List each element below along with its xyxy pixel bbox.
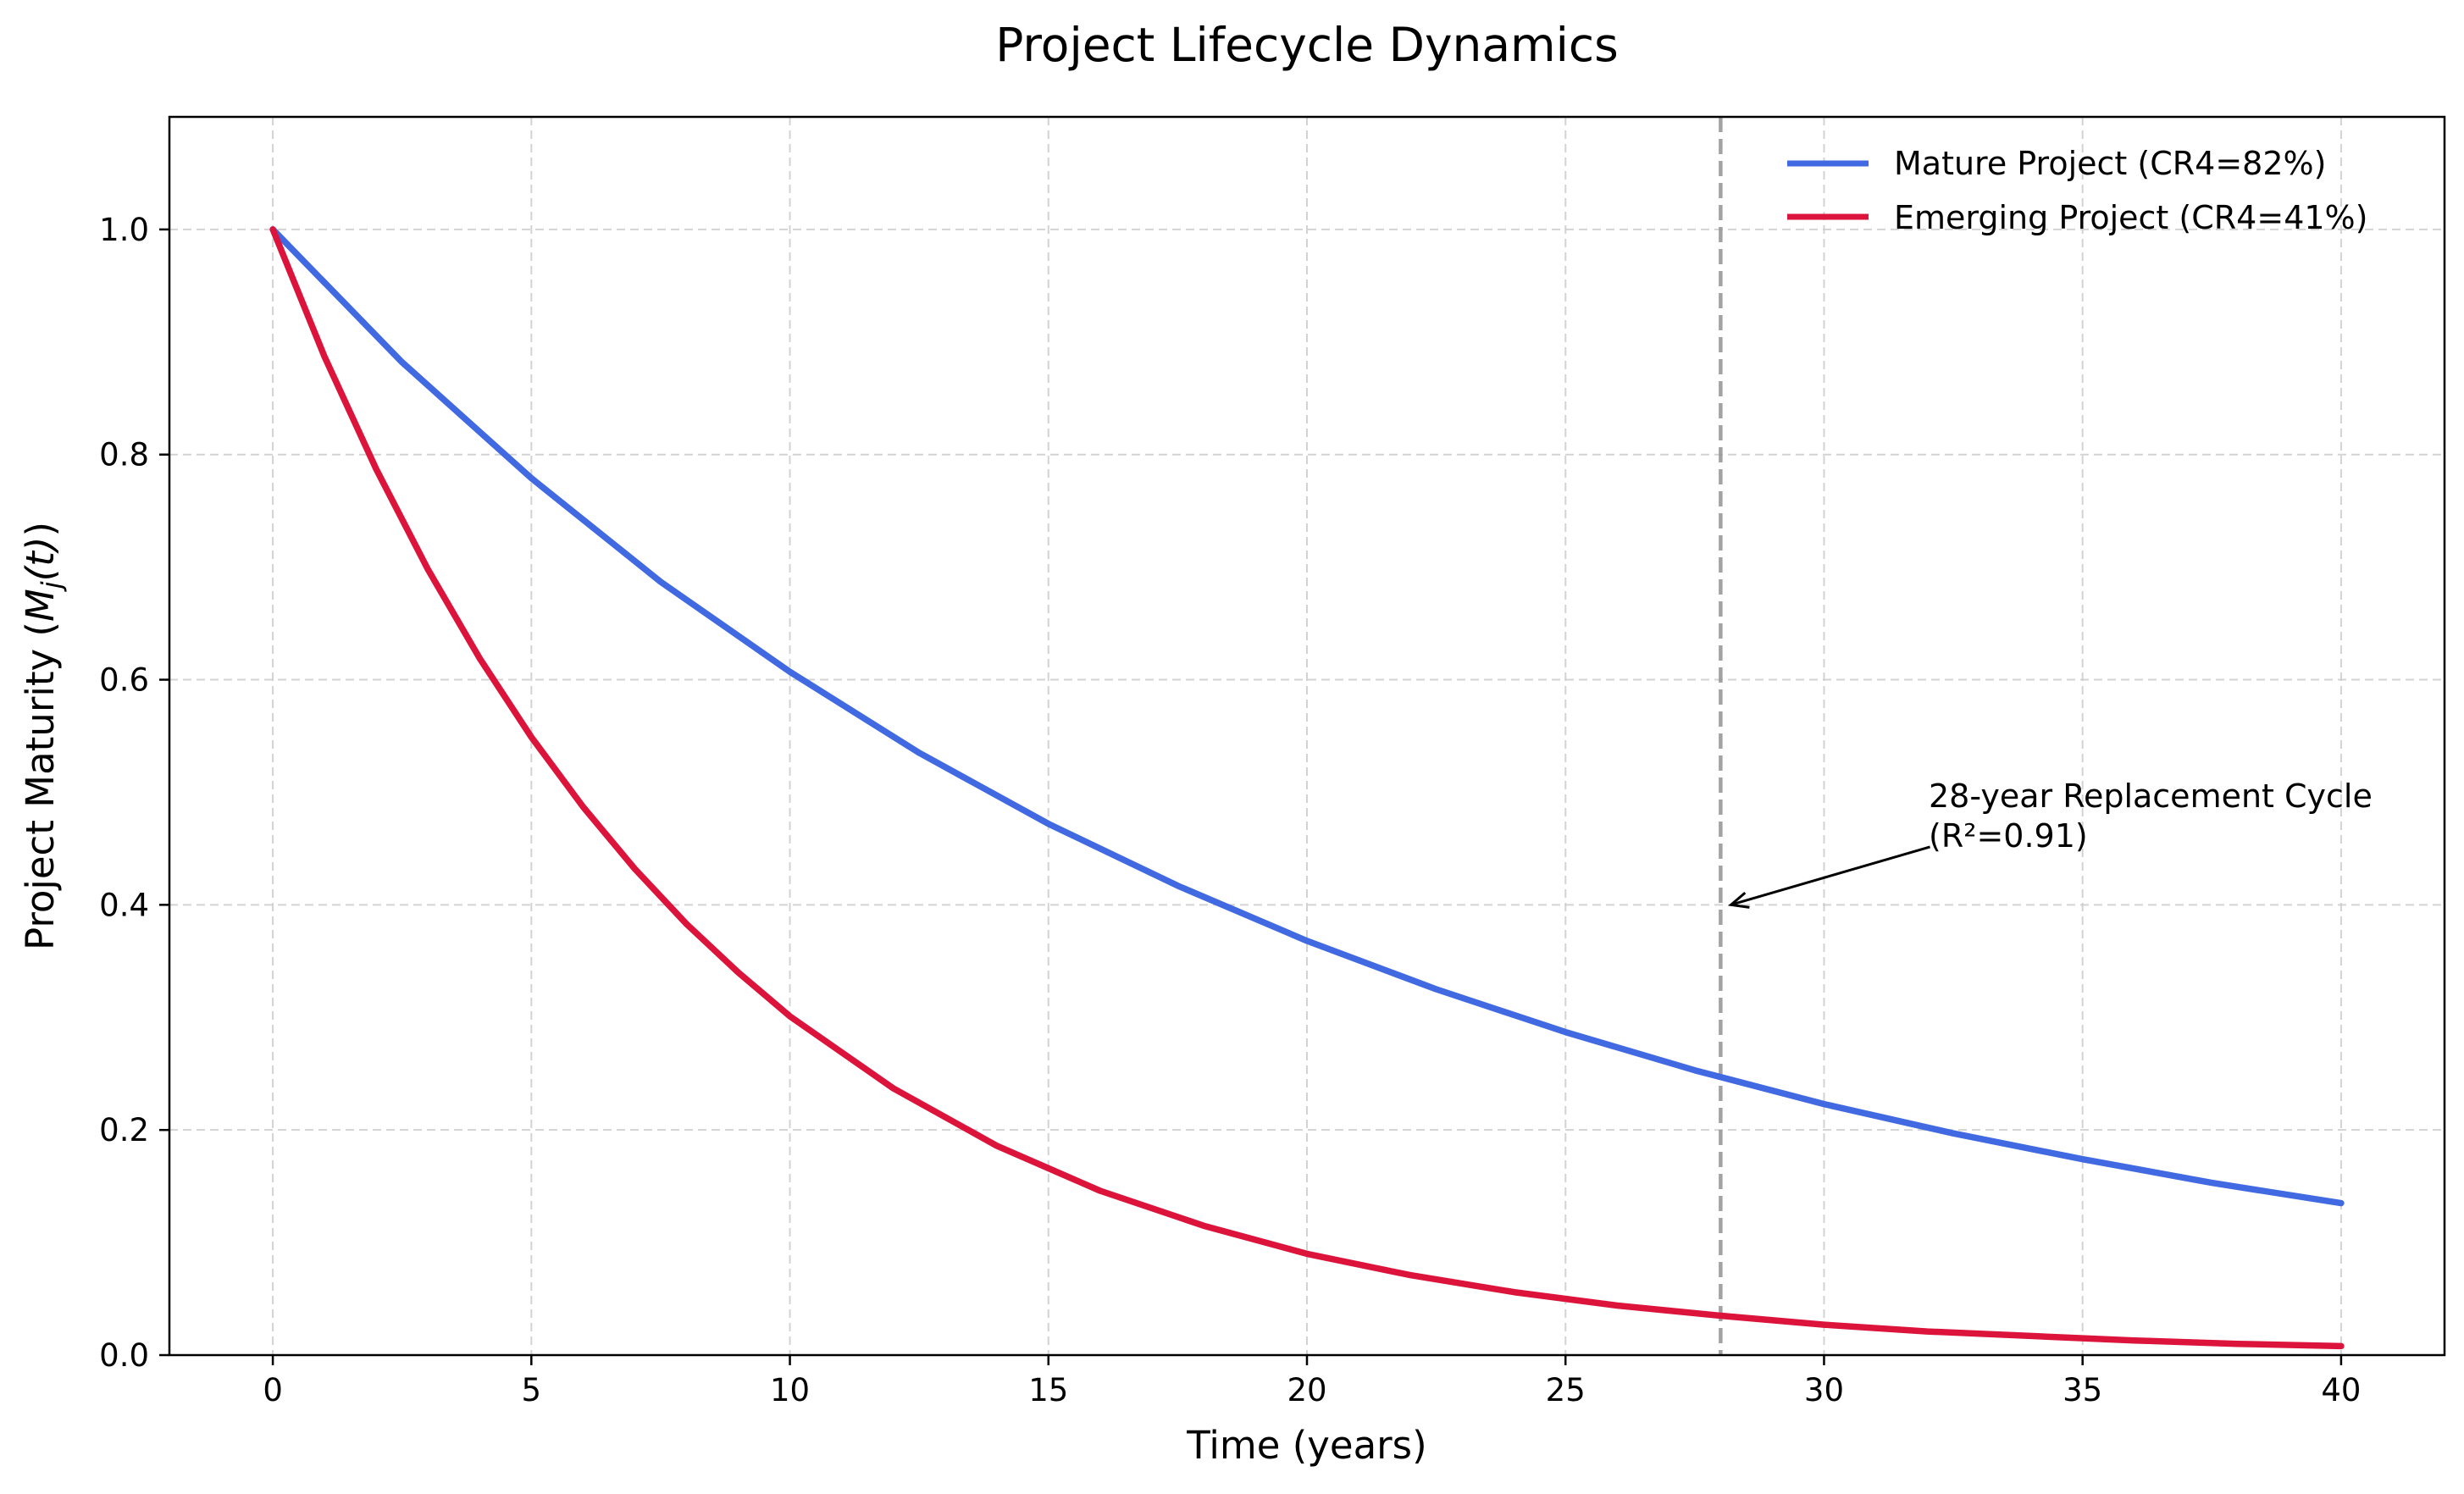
- y-axis-ticks: 0.0 0.2 0.4 0.6 0.8 1.0: [99, 212, 169, 1374]
- y-tick-label: 0.8: [99, 437, 149, 473]
- y-axis-label-math-sub: j: [36, 581, 68, 592]
- y-axis-label-math-main: M: [18, 589, 63, 622]
- y-axis-label-suffix: ): [18, 522, 63, 537]
- annotation-arrow-head: [1728, 891, 1750, 909]
- y-tick-label: 1.0: [99, 212, 149, 248]
- chart-title: Project Lifecycle Dynamics: [995, 18, 1619, 72]
- x-tick-label: 10: [770, 1372, 810, 1408]
- y-axis-label-math-rest: (t): [18, 537, 63, 582]
- grid-lines: [169, 117, 2445, 1356]
- annotation-line-1: 28-year Replacement Cycle: [1929, 777, 2373, 815]
- x-tick-label: 40: [2321, 1372, 2361, 1408]
- y-axis-label-prefix: Project Maturity (: [18, 622, 63, 950]
- annotation: 28-year Replacement Cycle (R²=0.91): [1728, 777, 2373, 909]
- series-group: [269, 226, 2345, 1350]
- x-tick-label: 5: [522, 1372, 542, 1408]
- x-tick-label: 20: [1287, 1372, 1326, 1408]
- x-axis-ticks: 0 5 10 15 20 25 30 35 40: [263, 1355, 2361, 1408]
- legend-label-mature: Mature Project (CR4=82%): [1894, 145, 2326, 182]
- x-tick-label: 15: [1028, 1372, 1068, 1408]
- legend: Mature Project (CR4=82%) Emerging Projec…: [1787, 145, 2367, 236]
- y-tick-label: 0.2: [99, 1112, 149, 1148]
- y-tick-label: 0.6: [99, 662, 149, 699]
- series-line-emerging: [269, 226, 2345, 1350]
- x-axis-label: Time (years): [1186, 1423, 1426, 1468]
- series-line-mature: [269, 226, 2345, 1207]
- annotation-line-2: (R²=0.91): [1929, 817, 2088, 855]
- x-tick-label: 25: [1546, 1372, 1586, 1408]
- y-tick-label: 0.4: [99, 887, 149, 923]
- legend-label-emerging: Emerging Project (CR4=41%): [1894, 199, 2367, 236]
- annotation-arrow-shaft: [1730, 845, 1930, 906]
- x-tick-label: 30: [1804, 1372, 1844, 1408]
- x-tick-label: 0: [263, 1372, 283, 1408]
- x-tick-label: 35: [2063, 1372, 2102, 1408]
- y-axis-label: Project Maturity (Mj(t)): [18, 522, 68, 950]
- y-tick-label: 0.0: [99, 1337, 149, 1374]
- plot-frame: [168, 115, 2446, 1357]
